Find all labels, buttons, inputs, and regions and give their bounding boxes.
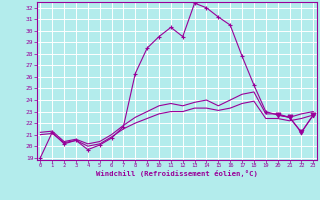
X-axis label: Windchill (Refroidissement éolien,°C): Windchill (Refroidissement éolien,°C)	[96, 170, 258, 177]
